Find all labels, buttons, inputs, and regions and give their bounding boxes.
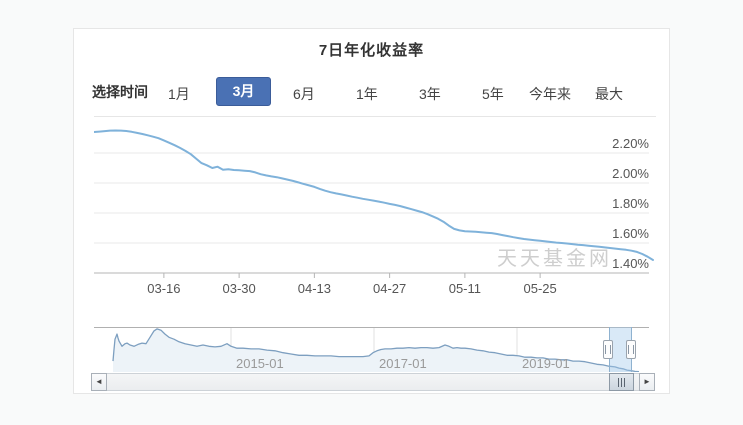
history-navigator-chart[interactable] (94, 327, 649, 372)
time-range-option-1年[interactable]: 1年 (356, 86, 378, 102)
y-axis-label: 1.80% (612, 196, 649, 211)
y-axis-label: 2.20% (612, 136, 649, 151)
time-range-option-最大[interactable]: 最大 (595, 86, 623, 102)
x-axis-label: 03-30 (222, 281, 256, 296)
scrollbar-thumb[interactable] (609, 373, 634, 391)
handle-grip-icon (628, 345, 634, 354)
time-range-option-3年[interactable]: 3年 (419, 86, 441, 102)
main-yield-chart (94, 116, 656, 278)
navigator-left-handle[interactable] (603, 340, 613, 359)
y-axis-label: 1.40% (612, 256, 649, 271)
time-selector-label: 选择时间 (92, 84, 148, 100)
navigator-axis-label: 2015-01 (236, 356, 284, 371)
time-range-option-3月[interactable]: 3月 (216, 77, 271, 106)
y-axis-label: 1.60% (612, 226, 649, 241)
handle-grip-icon (605, 345, 611, 354)
y-axis-label: 2.00% (612, 166, 649, 181)
navigator-axis-label: 2019-01 (522, 356, 570, 371)
x-axis-label: 03-16 (147, 281, 181, 296)
chart-title: 7日年化收益率 (318, 42, 425, 59)
scrollbar-left-arrow-icon[interactable]: ◄ (91, 373, 107, 391)
x-axis-label: 05-11 (448, 281, 482, 296)
navigator-right-handle[interactable] (626, 340, 636, 359)
navigator-axis-label: 2017-01 (379, 356, 427, 371)
x-axis-label: 05-25 (523, 281, 557, 296)
time-range-option-1月[interactable]: 1月 (168, 86, 190, 102)
time-range-option-6月[interactable]: 6月 (293, 86, 315, 102)
scrollbar-right-arrow-icon[interactable]: ► (639, 373, 655, 391)
fund-yield-panel: 7日年化收益率 选择时间 1月 3月 6月 1年 3年 5年 今年来 最大 2.20% 2.00… (73, 28, 670, 394)
site-watermark: 天天基金网 (497, 248, 612, 270)
x-axis-label: 04-13 (297, 281, 331, 296)
x-axis-label: 04-27 (373, 281, 407, 296)
time-range-option-5年[interactable]: 5年 (482, 86, 504, 102)
time-range-option-今年来[interactable]: 今年来 (529, 86, 571, 102)
scrollbar-track[interactable] (91, 373, 655, 391)
